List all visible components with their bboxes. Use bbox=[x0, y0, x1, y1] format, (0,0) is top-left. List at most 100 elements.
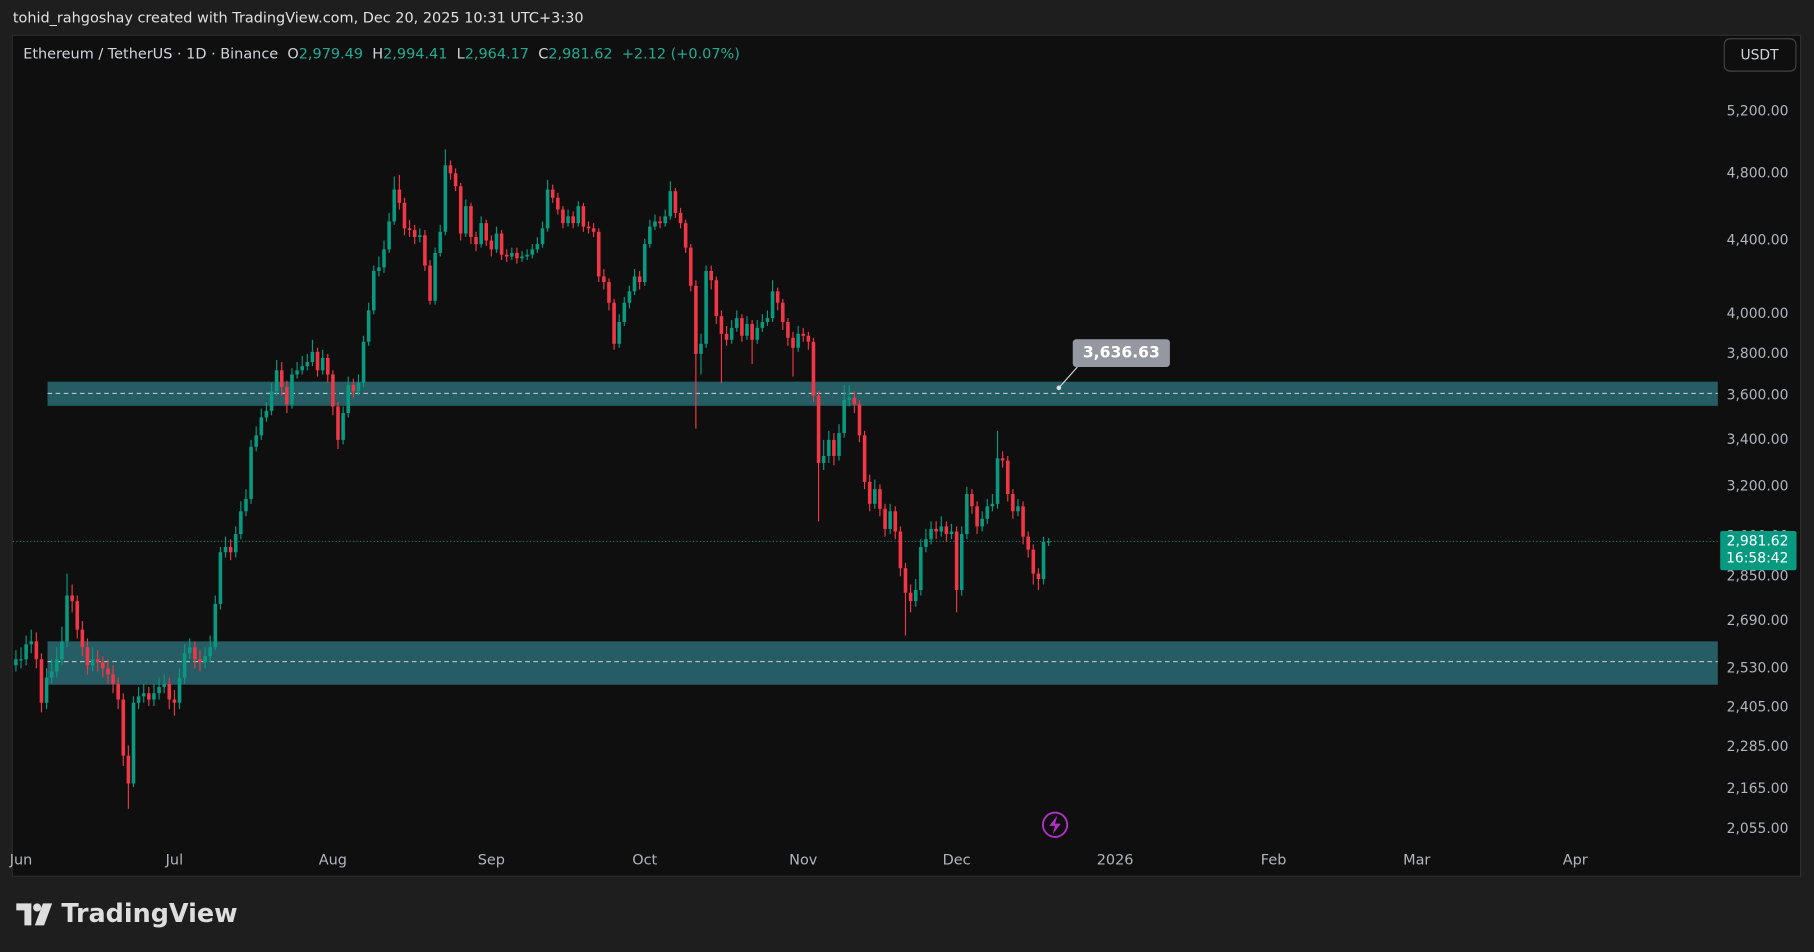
candle-body bbox=[796, 333, 800, 348]
candle-body bbox=[658, 221, 662, 224]
y-tick-label: 2,690.00 bbox=[1727, 613, 1789, 629]
candle-body bbox=[995, 458, 1000, 504]
candle-body bbox=[642, 244, 647, 283]
y-tick-label: 2,405.00 bbox=[1727, 700, 1789, 716]
candle-body bbox=[566, 216, 570, 224]
candle-body bbox=[949, 531, 954, 535]
candle-body bbox=[576, 206, 581, 224]
candle-body bbox=[699, 343, 703, 354]
candle-body bbox=[85, 647, 90, 666]
candle-body bbox=[556, 197, 560, 210]
y-tick-label: 2,285.00 bbox=[1727, 739, 1789, 755]
candle-body bbox=[515, 252, 519, 259]
candle-body bbox=[1026, 536, 1030, 550]
candle-body bbox=[387, 221, 391, 250]
candle-body bbox=[147, 693, 151, 700]
candle-body bbox=[453, 173, 458, 187]
candle-body bbox=[694, 285, 698, 354]
candle-body bbox=[525, 254, 529, 257]
candle-body bbox=[95, 659, 100, 663]
candle-body bbox=[285, 387, 289, 405]
currency-label[interactable]: USDT bbox=[1740, 48, 1779, 64]
candle-body bbox=[361, 341, 366, 383]
candle-body bbox=[346, 385, 351, 414]
candle-body bbox=[111, 674, 115, 684]
plot-area: 3,636.63 bbox=[12, 149, 1718, 809]
candle-body bbox=[397, 189, 402, 203]
candle-body bbox=[1005, 460, 1010, 495]
x-tick-label: Aug bbox=[319, 853, 347, 869]
candle-body bbox=[106, 668, 110, 675]
candle-body bbox=[428, 265, 432, 301]
symbol-legend: Ethereum / TetherUS · 1D · Binance O2,97… bbox=[23, 46, 740, 62]
candle-body bbox=[688, 247, 693, 286]
candle-body bbox=[152, 693, 156, 700]
candle-body bbox=[924, 539, 928, 548]
candle-body bbox=[740, 318, 744, 336]
ohlc-value: 2,981.62 bbox=[548, 46, 612, 62]
candle-body bbox=[883, 508, 887, 529]
annotation-box bbox=[1072, 339, 1170, 368]
candle-body bbox=[745, 323, 749, 336]
candle-body bbox=[678, 212, 683, 224]
candle-body bbox=[709, 270, 714, 281]
candle-body bbox=[806, 335, 811, 342]
ohlc-value: 2,979.49 bbox=[299, 46, 363, 62]
y-tick-label: 3,200.00 bbox=[1727, 479, 1789, 495]
candle-body bbox=[60, 641, 64, 660]
candle-body bbox=[975, 506, 979, 527]
candle-body bbox=[249, 446, 253, 499]
candle-body bbox=[898, 531, 903, 569]
candle-body bbox=[842, 399, 846, 434]
candle-body bbox=[116, 683, 120, 700]
candle-body bbox=[377, 267, 381, 271]
candle-body bbox=[382, 249, 386, 268]
candle-body bbox=[612, 302, 616, 344]
candle-body bbox=[929, 528, 933, 540]
candle-body bbox=[1031, 549, 1036, 574]
candle-body bbox=[893, 511, 898, 532]
currency-button[interactable] bbox=[1723, 38, 1797, 72]
candle-body bbox=[1016, 506, 1020, 512]
candle-body bbox=[627, 291, 632, 303]
candle-body bbox=[126, 755, 131, 784]
candle-body bbox=[14, 659, 18, 666]
countdown-label: 16:58:42 bbox=[1726, 551, 1788, 567]
x-tick-label: Mar bbox=[1403, 853, 1430, 869]
candle-body bbox=[786, 321, 790, 338]
candle-body bbox=[19, 659, 23, 661]
candle-body bbox=[182, 653, 187, 678]
ohlc-key: O bbox=[287, 46, 298, 62]
lightning-icon[interactable] bbox=[1041, 811, 1069, 838]
candle-body bbox=[131, 702, 136, 784]
candle-body bbox=[581, 206, 586, 227]
ohlc-value: 2,994.41 bbox=[383, 46, 447, 62]
candle-body bbox=[448, 165, 453, 174]
candle-body bbox=[1000, 458, 1005, 461]
candle-body bbox=[325, 357, 330, 375]
candle-body bbox=[1011, 494, 1015, 512]
candle-body bbox=[586, 226, 591, 229]
candle-body bbox=[832, 439, 836, 456]
ohlc-key: C bbox=[538, 46, 548, 62]
candle-body bbox=[208, 647, 212, 657]
y-tick-label: 4,800.00 bbox=[1727, 165, 1789, 181]
candle-body bbox=[101, 662, 105, 669]
price-change: +2.12 (+0.07%) bbox=[622, 46, 740, 62]
candle-body bbox=[489, 240, 494, 250]
candle-body bbox=[770, 291, 775, 319]
candle-body bbox=[847, 397, 852, 400]
candle-body bbox=[913, 589, 918, 602]
candle-body bbox=[269, 391, 274, 411]
candle-body bbox=[474, 237, 478, 245]
candle-body bbox=[157, 686, 161, 694]
y-tick-label: 3,600.00 bbox=[1727, 388, 1789, 404]
candle-body bbox=[719, 316, 724, 334]
candle-body bbox=[596, 231, 601, 277]
candle-body bbox=[320, 357, 325, 371]
candle-body bbox=[218, 552, 223, 604]
candle-body bbox=[371, 270, 376, 311]
chart-pane bbox=[11, 34, 1802, 877]
candle-body bbox=[750, 323, 754, 340]
